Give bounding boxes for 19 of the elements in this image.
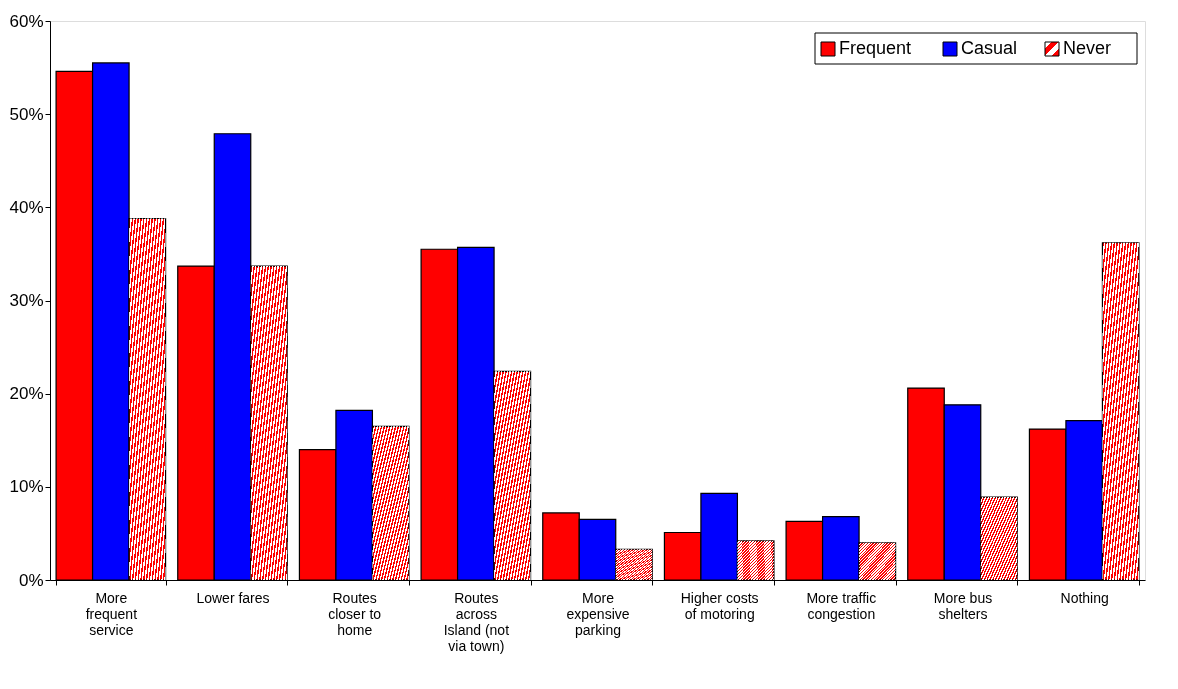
x-tick-label: Lower fares	[196, 589, 270, 606]
legend-label: Frequent	[839, 38, 912, 58]
x-tick-label: Nothing	[1060, 589, 1109, 606]
y-tick-label: 10%	[9, 477, 44, 497]
y-tick-label: 20%	[9, 384, 44, 404]
y-tick-label: 30%	[9, 291, 44, 310]
y-tick-label: 40%	[9, 197, 44, 217]
x-tick-label: More traffic congestion	[806, 589, 877, 622]
y-tick-label: 0%	[18, 570, 44, 590]
x-tick-label: More frequent service	[85, 589, 138, 638]
x-tick-label: Routes across Island (not via town)	[443, 589, 510, 654]
legend-label: Casual	[961, 38, 1018, 58]
x-tick-label: More bus shelters	[933, 589, 993, 622]
y-tick-label: 50%	[9, 104, 44, 124]
x-tick-label: Higher costs of motoring	[680, 589, 759, 622]
legend-label: Never	[1063, 38, 1112, 58]
x-tick-label: Routes closer to home	[328, 589, 382, 638]
y-tick-label: 60%	[9, 11, 44, 31]
x-tick-label: More expensive parking	[566, 589, 630, 638]
